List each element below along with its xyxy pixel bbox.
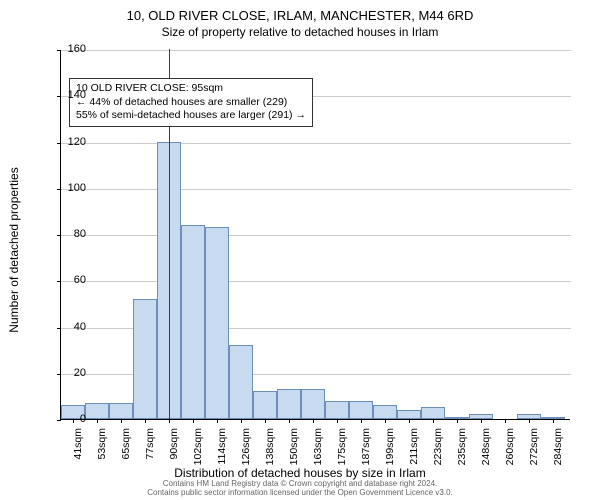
histogram-bar xyxy=(253,391,277,419)
y-tick-label: 20 xyxy=(56,367,86,379)
y-axis-label: Number of detached properties xyxy=(7,167,21,332)
x-tick-label: 102sqm xyxy=(192,428,204,468)
histogram-bar xyxy=(349,401,373,420)
x-tick-label: 260sqm xyxy=(504,428,516,468)
x-tick-label: 235sqm xyxy=(456,428,468,468)
x-tick-label: 211sqm xyxy=(408,428,420,468)
x-tick-label: 138sqm xyxy=(264,428,276,468)
footer-line1: Contains HM Land Registry data © Crown c… xyxy=(0,479,600,489)
x-tick-label: 150sqm xyxy=(288,428,300,468)
histogram-bar xyxy=(205,227,229,419)
footer-text: Contains HM Land Registry data © Crown c… xyxy=(0,479,600,498)
histogram-bar xyxy=(181,225,205,419)
annotation-line2: ← 44% of detached houses are smaller (22… xyxy=(76,96,306,110)
histogram-bar xyxy=(85,403,109,419)
y-tick-label: 140 xyxy=(56,89,86,101)
x-tick-label: 175sqm xyxy=(336,428,348,468)
x-tick-label: 199sqm xyxy=(384,428,396,468)
x-tick-label: 187sqm xyxy=(360,428,372,468)
x-tick-label: 114sqm xyxy=(216,428,228,468)
chart-title: 10, OLD RIVER CLOSE, IRLAM, MANCHESTER, … xyxy=(0,0,600,23)
y-tick-label: 120 xyxy=(56,136,86,148)
histogram-bar xyxy=(397,410,421,419)
chart-subtitle: Size of property relative to detached ho… xyxy=(0,23,600,39)
x-tick-label: 284sqm xyxy=(552,428,564,468)
x-tick-label: 65sqm xyxy=(120,428,132,468)
histogram-bar xyxy=(301,389,325,419)
x-tick-label: 248sqm xyxy=(480,428,492,468)
x-tick-label: 53sqm xyxy=(96,428,108,468)
annotation-line1: 10 OLD RIVER CLOSE: 95sqm xyxy=(76,82,306,96)
x-tick-label: 126sqm xyxy=(240,428,252,468)
annotation-line3: 55% of semi-detached houses are larger (… xyxy=(76,109,306,123)
y-tick-label: 60 xyxy=(56,274,86,286)
x-tick-label: 77sqm xyxy=(144,428,156,468)
histogram-bar xyxy=(421,407,445,419)
histogram-bar xyxy=(229,345,253,419)
y-tick-label: 40 xyxy=(56,321,86,333)
y-tick-label: 0 xyxy=(56,413,86,425)
y-tick-label: 100 xyxy=(56,182,86,194)
histogram-bar xyxy=(373,405,397,419)
plot-area: 10 OLD RIVER CLOSE: 95sqm← 44% of detach… xyxy=(60,50,570,420)
x-tick-label: 90sqm xyxy=(168,428,180,468)
histogram-bar xyxy=(325,401,349,420)
x-tick-label: 163sqm xyxy=(312,428,324,468)
chart-container: 10, OLD RIVER CLOSE, IRLAM, MANCHESTER, … xyxy=(0,0,600,500)
histogram-bar xyxy=(133,299,157,419)
x-tick-label: 272sqm xyxy=(528,428,540,468)
histogram-bar xyxy=(277,389,301,419)
footer-line2: Contains public sector information licen… xyxy=(0,488,600,498)
histogram-bar xyxy=(109,403,133,419)
x-tick-label: 41sqm xyxy=(72,428,84,468)
annotation-box: 10 OLD RIVER CLOSE: 95sqm← 44% of detach… xyxy=(69,78,313,127)
y-tick-label: 80 xyxy=(56,228,86,240)
y-tick-label: 160 xyxy=(56,43,86,55)
x-tick-label: 223sqm xyxy=(432,428,444,468)
